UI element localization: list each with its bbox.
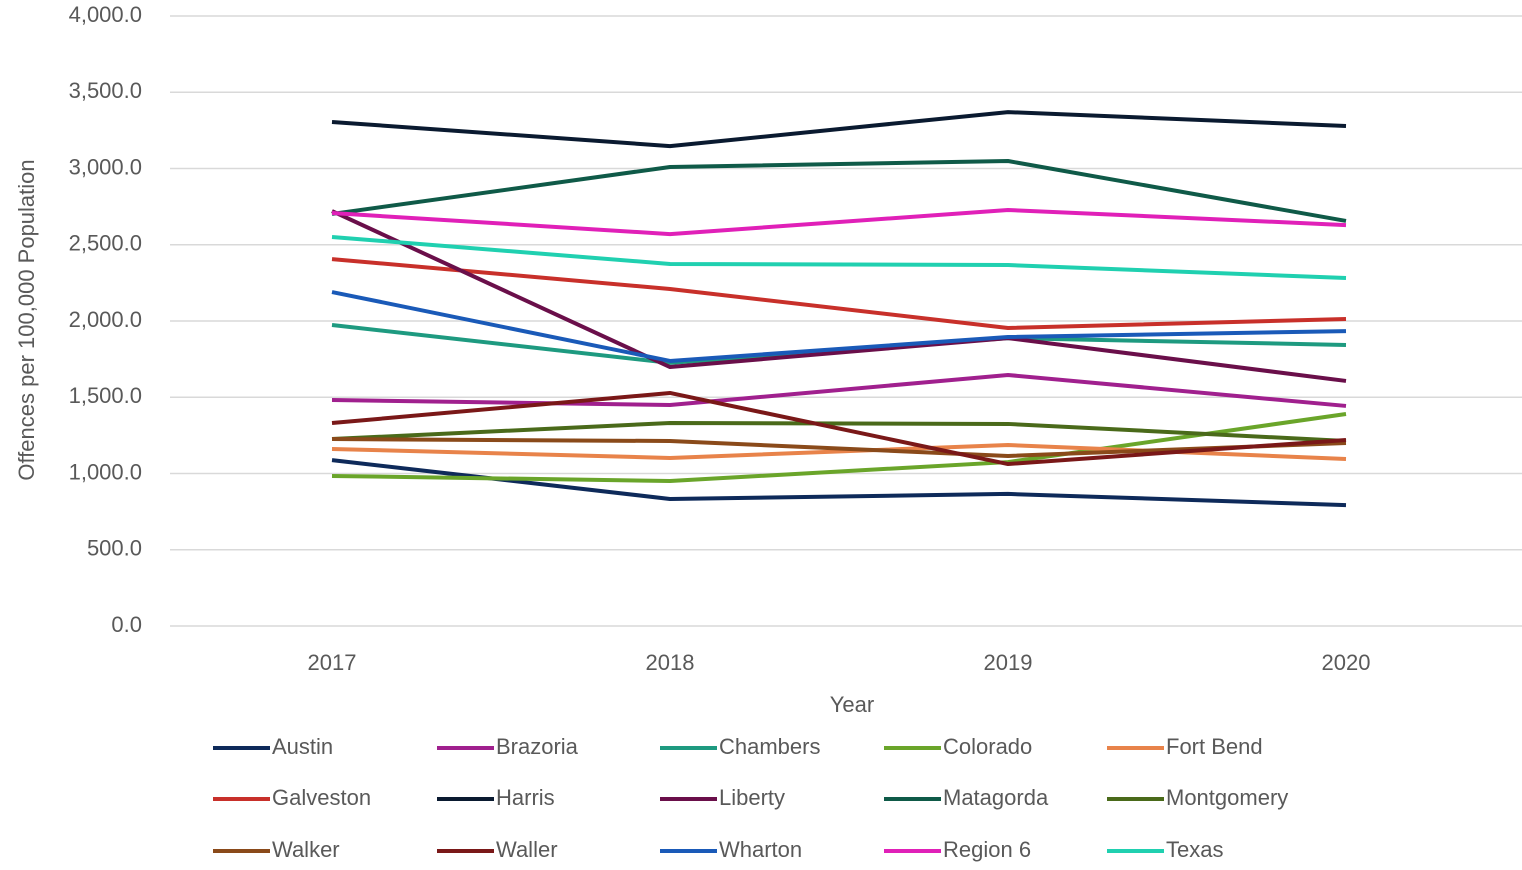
legend-label: Liberty <box>719 785 785 810</box>
series-line <box>331 234 1347 280</box>
y-axis-title: Offences per 100,000 Population <box>14 159 39 480</box>
series-line <box>331 458 1347 508</box>
legend-label: Colorado <box>943 734 1032 759</box>
legend-label: Brazoria <box>496 734 579 759</box>
legend-label: Region 6 <box>943 837 1031 862</box>
legend-label: Texas <box>1166 837 1223 862</box>
legend-label: Wharton <box>719 837 802 862</box>
series-line <box>331 412 1347 483</box>
y-tick-label: 1,500.0 <box>69 383 142 408</box>
y-tick-label: 500.0 <box>87 536 142 561</box>
legend-label: Galveston <box>272 785 371 810</box>
y-tick-label: 3,000.0 <box>69 154 142 179</box>
series-line <box>331 257 1347 331</box>
series-line <box>331 209 1347 383</box>
x-tick-label: 2017 <box>308 650 357 675</box>
series-line <box>331 290 1347 363</box>
legend-label: Chambers <box>719 734 820 759</box>
legend-label: Fort Bend <box>1166 734 1263 759</box>
legend-label: Montgomery <box>1166 785 1288 810</box>
y-tick-label: 1,000.0 <box>69 459 142 484</box>
series-line <box>331 110 1347 149</box>
legend-label: Matagorda <box>943 785 1049 810</box>
y-tick-label: 3,500.0 <box>69 78 142 103</box>
legend-label: Harris <box>496 785 555 810</box>
x-tick-label: 2020 <box>1322 650 1371 675</box>
y-tick-label: 4,000.0 <box>69 2 142 27</box>
y-tick-label: 2,000.0 <box>69 307 142 332</box>
series-line <box>331 437 1347 458</box>
legend-label: Austin <box>272 734 333 759</box>
series-line <box>331 372 1347 408</box>
y-tick-label: 0.0 <box>111 612 142 637</box>
series-line <box>331 159 1347 223</box>
x-tick-label: 2018 <box>646 650 695 675</box>
x-axis-title: Year <box>830 692 874 717</box>
series-line <box>331 390 1347 467</box>
y-tick-label: 2,500.0 <box>69 231 142 256</box>
series-line <box>331 322 1347 365</box>
legend-label: Waller <box>496 837 558 862</box>
legend-label: Walker <box>272 837 340 862</box>
x-tick-label: 2019 <box>984 650 1033 675</box>
series-line <box>331 207 1347 237</box>
series-line <box>331 421 1347 444</box>
